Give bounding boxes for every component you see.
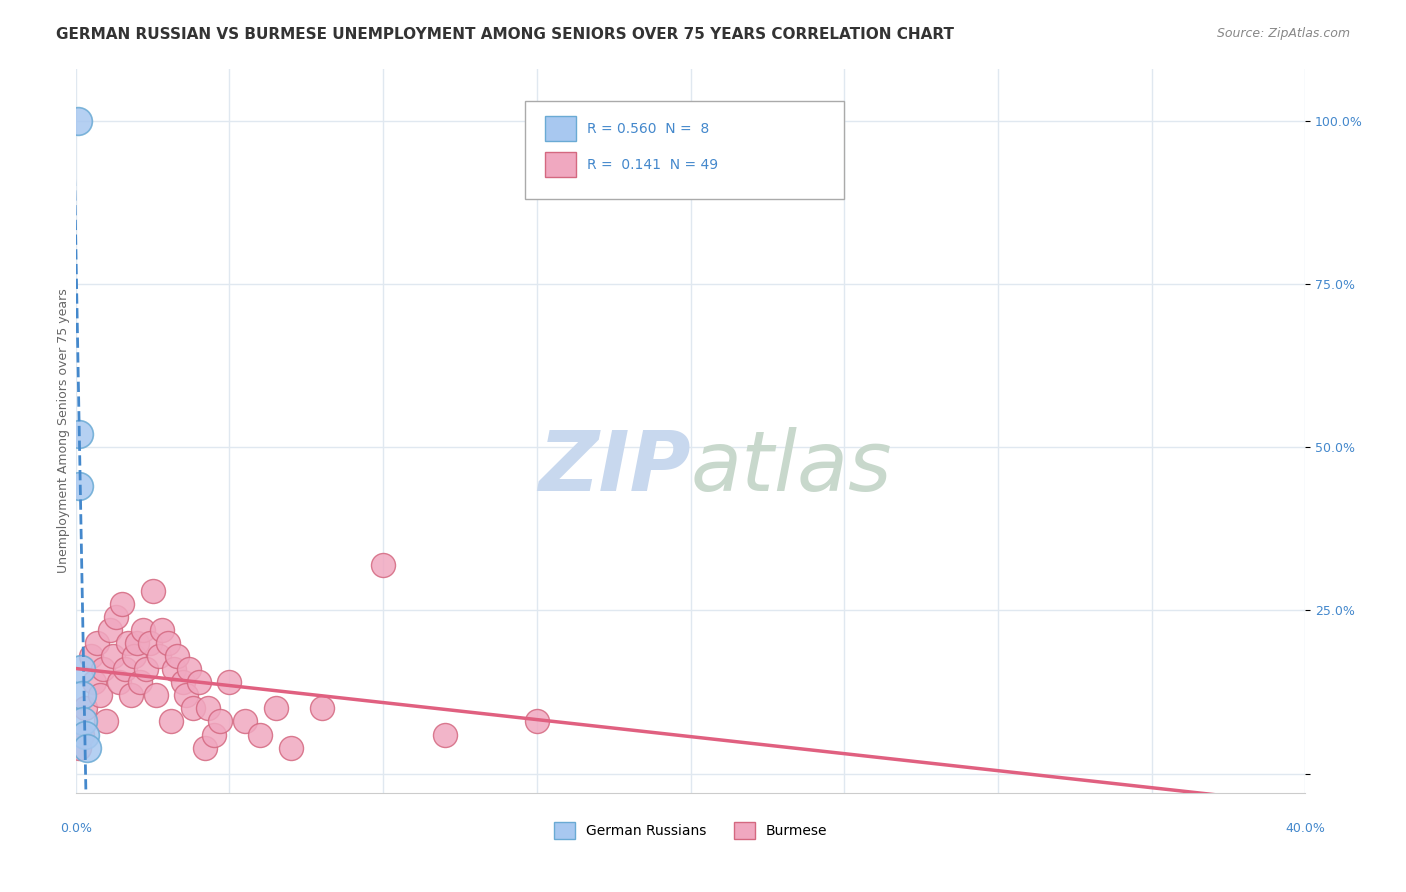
Point bbox=[249, 727, 271, 741]
Point bbox=[148, 649, 170, 664]
Point bbox=[264, 701, 287, 715]
Point bbox=[371, 558, 394, 572]
Point bbox=[67, 479, 90, 493]
Point bbox=[138, 636, 160, 650]
Point bbox=[218, 675, 240, 690]
Point bbox=[73, 727, 96, 741]
Text: atlas: atlas bbox=[690, 426, 893, 508]
Point bbox=[73, 701, 96, 715]
Point bbox=[80, 649, 103, 664]
Point bbox=[150, 623, 173, 637]
Point bbox=[72, 714, 94, 729]
Point bbox=[86, 636, 108, 650]
Point bbox=[93, 662, 115, 676]
Y-axis label: Unemployment Among Seniors over 75 years: Unemployment Among Seniors over 75 years bbox=[58, 288, 70, 574]
Point bbox=[172, 675, 194, 690]
Point bbox=[70, 689, 93, 703]
Point bbox=[129, 675, 152, 690]
Text: GERMAN RUSSIAN VS BURMESE UNEMPLOYMENT AMONG SENIORS OVER 75 YEARS CORRELATION C: GERMAN RUSSIAN VS BURMESE UNEMPLOYMENT A… bbox=[56, 27, 955, 42]
Point bbox=[176, 689, 198, 703]
Point bbox=[181, 701, 204, 715]
FancyBboxPatch shape bbox=[546, 152, 576, 178]
Point bbox=[142, 583, 165, 598]
Point bbox=[70, 662, 93, 676]
Point bbox=[163, 662, 186, 676]
Point bbox=[111, 597, 134, 611]
Point bbox=[280, 740, 302, 755]
Point bbox=[194, 740, 217, 755]
Point bbox=[311, 701, 333, 715]
Text: ZIP: ZIP bbox=[538, 426, 690, 508]
Point bbox=[89, 689, 111, 703]
Point bbox=[135, 662, 157, 676]
Point bbox=[127, 636, 149, 650]
Text: R = 0.560  N =  8: R = 0.560 N = 8 bbox=[588, 121, 710, 136]
Text: 40.0%: 40.0% bbox=[1285, 822, 1326, 835]
Point bbox=[202, 727, 225, 741]
Point bbox=[122, 649, 145, 664]
Point bbox=[67, 113, 90, 128]
Point bbox=[67, 740, 90, 755]
Point bbox=[104, 610, 127, 624]
Point bbox=[179, 662, 201, 676]
Point bbox=[96, 714, 118, 729]
Point bbox=[233, 714, 256, 729]
Point bbox=[160, 714, 183, 729]
Legend: German Russians, Burmese: German Russians, Burmese bbox=[548, 816, 832, 845]
Point bbox=[187, 675, 209, 690]
Point bbox=[156, 636, 179, 650]
Point bbox=[526, 714, 548, 729]
Point bbox=[197, 701, 219, 715]
Point bbox=[209, 714, 232, 729]
FancyBboxPatch shape bbox=[524, 101, 844, 199]
Text: R =  0.141  N = 49: R = 0.141 N = 49 bbox=[588, 158, 718, 172]
Point bbox=[67, 427, 90, 442]
Point bbox=[132, 623, 155, 637]
Point bbox=[70, 727, 93, 741]
Point bbox=[76, 740, 98, 755]
Point bbox=[117, 636, 139, 650]
Text: 0.0%: 0.0% bbox=[59, 822, 91, 835]
Text: Source: ZipAtlas.com: Source: ZipAtlas.com bbox=[1216, 27, 1350, 40]
Point bbox=[83, 675, 105, 690]
FancyBboxPatch shape bbox=[546, 116, 576, 141]
Point bbox=[107, 675, 129, 690]
Point bbox=[98, 623, 121, 637]
Point bbox=[433, 727, 456, 741]
Point bbox=[114, 662, 136, 676]
Point bbox=[101, 649, 124, 664]
Point bbox=[145, 689, 167, 703]
Point bbox=[120, 689, 142, 703]
Point bbox=[166, 649, 188, 664]
